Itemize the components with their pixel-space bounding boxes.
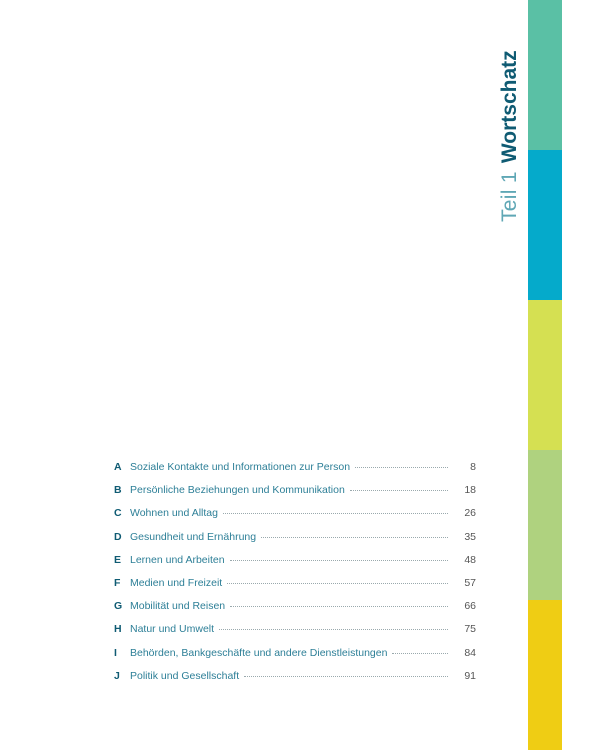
toc-entry[interactable]: I Behörden, Bankgeschäfte und andere Die… [114,642,476,665]
toc-entry[interactable]: J Politik und Gesellschaft 91 [114,665,476,688]
color-tab-stripe [528,0,562,750]
dot-leader [230,606,448,608]
toc-letter: I [114,646,117,659]
toc-letter: J [114,669,120,682]
toc-page-number: 75 [464,623,476,636]
toc-title: Medien und Freizeit [130,576,223,589]
toc-page-number: 66 [464,600,476,613]
toc-letter: C [114,507,122,520]
toc-page-number: 57 [464,576,476,589]
toc-letter: G [114,600,123,613]
part-label: Teil 1 [498,171,521,222]
toc-page-number: 48 [464,553,476,566]
toc-letter: D [114,530,122,543]
toc-page-number: 91 [464,669,476,682]
toc-page-number: 8 [470,461,476,473]
toc-entry[interactable]: H Natur und Umwelt 75 [114,618,476,641]
toc-page-number: 26 [464,507,476,520]
toc-entry[interactable]: C Wohnen und Alltag 26 [114,502,476,525]
dot-leader [392,652,448,654]
toc-title: Mobilität und Reisen [130,600,226,613]
toc-entry[interactable]: B Persönliche Beziehungen und Kommunikat… [114,479,476,502]
toc-title: Natur und Umwelt [130,623,215,636]
dot-leader [229,559,448,561]
toc-entry[interactable]: F Medien und Freizeit 57 [114,572,476,595]
toc-page-number: 84 [464,646,476,659]
toc-title: Gesundheit und Ernährung [130,530,257,543]
toc-page-number: 35 [464,530,476,543]
section-title: Teil 1 Wortschatz [498,50,521,222]
toc-title: Behörden, Bankgeschäfte und andere Diens… [130,646,388,659]
toc-title: Persönliche Beziehungen und Kommunikatio… [130,484,345,497]
dot-leader [349,490,448,492]
color-tab-2 [528,150,562,300]
color-tab-3 [528,300,562,450]
toc-entry[interactable]: D Gesundheit und Ernährung 35 [114,526,476,549]
dot-leader [227,582,448,584]
toc-letter: E [114,553,122,566]
color-tab-5 [528,600,562,750]
toc-letter: F [114,576,121,589]
toc-entry[interactable]: G Mobilität und Reisen 66 [114,595,476,618]
toc-entry[interactable]: E Lernen und Arbeiten 48 [114,549,476,572]
toc-title: Politik und Gesellschaft [130,669,240,682]
section-heading: Wortschatz [498,50,521,164]
dot-leader [355,467,448,468]
dot-leader [222,513,448,515]
toc-letter: H [114,623,122,636]
color-tab-1 [528,0,562,150]
dot-leader [261,536,448,538]
toc-letter: B [114,484,122,497]
toc-title: Lernen und Arbeiten [130,553,225,566]
color-tab-4 [528,450,562,600]
toc-letter: A [114,461,122,473]
dot-leader [244,675,448,677]
toc-page-number: 18 [464,484,476,497]
table-of-contents: A Soziale Kontakte und Informationen zur… [114,456,476,688]
toc-title: Soziale Kontakte und Informationen zur P… [130,461,351,473]
toc-title: Wohnen und Alltag [130,507,218,520]
toc-entry[interactable]: A Soziale Kontakte und Informationen zur… [114,456,476,479]
dot-leader [219,629,448,631]
